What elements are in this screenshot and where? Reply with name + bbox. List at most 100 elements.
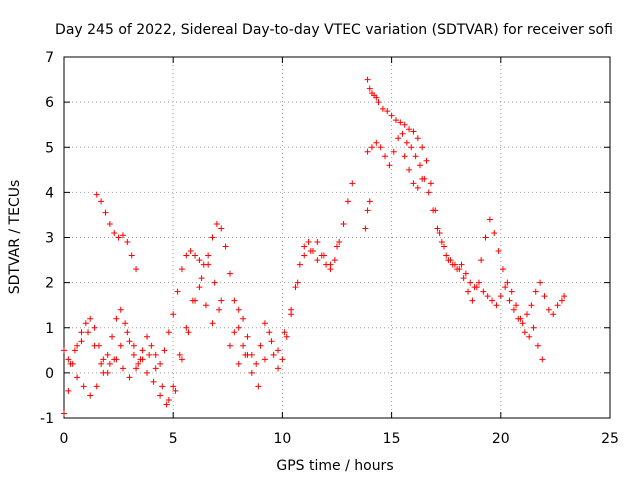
x-axis-label: GPS time / hours	[276, 458, 393, 474]
data-point	[427, 180, 434, 187]
data-point	[438, 239, 445, 246]
data-point	[320, 252, 327, 259]
data-point	[117, 342, 124, 349]
data-point	[152, 351, 159, 358]
data-point	[558, 297, 565, 304]
data-point	[283, 333, 290, 340]
data-point	[152, 365, 159, 372]
data-point	[170, 311, 177, 318]
data-point	[489, 297, 496, 304]
data-point	[388, 112, 395, 119]
data-point	[178, 356, 185, 363]
data-point	[209, 320, 216, 327]
data-point	[122, 320, 129, 327]
y-tick-label: 1	[45, 321, 54, 337]
data-point	[261, 320, 268, 327]
data-point	[554, 302, 561, 309]
data-point	[414, 135, 421, 142]
series-track-f	[235, 239, 340, 390]
data-point	[119, 232, 126, 239]
data-point	[126, 338, 133, 345]
data-point	[456, 266, 463, 273]
data-point	[82, 320, 89, 327]
data-point	[469, 297, 476, 304]
data-point	[80, 383, 87, 390]
data-point	[261, 356, 268, 363]
data-point	[491, 229, 498, 236]
data-point	[475, 279, 482, 286]
data-point	[205, 252, 212, 259]
data-point	[412, 153, 419, 160]
data-point	[275, 347, 282, 354]
data-point	[443, 252, 450, 259]
data-point	[157, 392, 164, 399]
data-point	[109, 333, 116, 340]
data-point	[486, 216, 493, 223]
data-point	[244, 333, 251, 340]
data-point	[561, 293, 568, 300]
data-point	[550, 311, 557, 318]
y-tick-labels: -1 0 1 2 3 4 5 6 7	[40, 50, 54, 427]
y-tick-label: 7	[45, 50, 54, 66]
data-point	[425, 189, 432, 196]
data-point	[202, 302, 209, 309]
data-point	[174, 288, 181, 295]
data-point	[218, 225, 225, 232]
data-point	[165, 329, 172, 336]
data-point	[165, 396, 172, 403]
data-point	[395, 135, 402, 142]
data-point	[521, 329, 528, 336]
data-point	[349, 180, 356, 187]
data-point	[423, 157, 430, 164]
data-point	[386, 162, 393, 169]
data-point	[85, 329, 92, 336]
data-point	[408, 144, 415, 151]
series-track-h	[364, 130, 546, 363]
data-point	[541, 293, 548, 300]
data-point	[74, 374, 81, 381]
data-point	[314, 257, 321, 264]
data-point	[382, 153, 389, 160]
data-point	[530, 324, 537, 331]
data-point	[102, 209, 109, 216]
data-point	[235, 360, 242, 367]
data-point	[135, 360, 142, 367]
data-point	[364, 207, 371, 214]
data-point	[307, 248, 314, 255]
data-point	[91, 342, 98, 349]
data-point	[209, 234, 216, 241]
data-point	[499, 266, 506, 273]
data-point	[292, 284, 299, 291]
data-point	[106, 220, 113, 227]
data-point	[91, 324, 98, 331]
data-point	[143, 333, 150, 340]
series-track-i	[362, 153, 426, 232]
data-point	[183, 324, 190, 331]
data-point	[78, 338, 85, 345]
data-point	[130, 342, 137, 349]
data-point	[137, 356, 144, 363]
data-point	[441, 243, 448, 250]
data-point	[504, 279, 511, 286]
data-point	[419, 144, 426, 151]
data-point	[340, 220, 347, 227]
data-point	[497, 293, 504, 300]
data-point	[93, 383, 100, 390]
x-tick-label: 25	[601, 431, 619, 447]
data-point	[495, 248, 502, 255]
data-point	[419, 175, 426, 182]
data-point	[473, 284, 480, 291]
data-point	[403, 139, 410, 146]
y-tick-label: 0	[45, 366, 54, 382]
data-point	[128, 252, 135, 259]
data-point	[87, 315, 94, 322]
data-point	[532, 288, 539, 295]
data-point	[368, 144, 375, 151]
data-point	[506, 297, 513, 304]
data-point	[242, 351, 249, 358]
data-point	[216, 306, 223, 313]
data-point	[100, 356, 107, 363]
data-point	[545, 306, 552, 313]
data-point	[93, 191, 100, 198]
data-point	[364, 148, 371, 155]
